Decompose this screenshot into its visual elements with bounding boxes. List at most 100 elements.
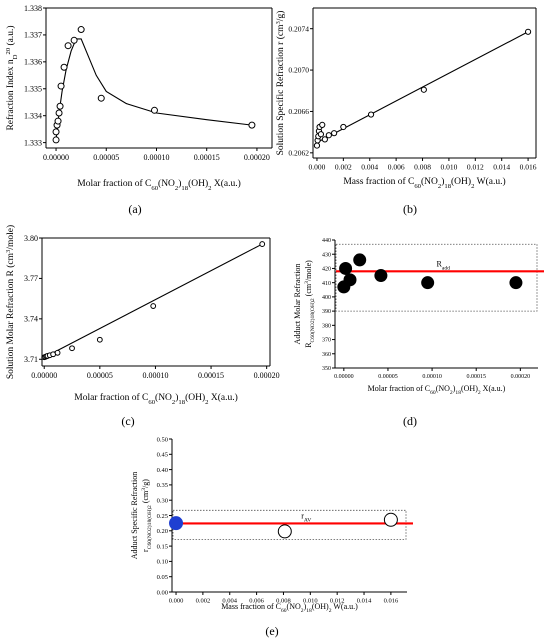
a-x-axis-label: Molar fraction of C60(NO2)18(OH)2 X(a.u.…	[77, 178, 240, 192]
e-x-tick-label: 0.008	[276, 598, 291, 605]
panel-b-label: (b)	[403, 202, 417, 216]
a-y-tick-label: 1.333	[24, 138, 42, 147]
c-y-tick-label: 3.77	[24, 274, 38, 283]
a-x-tick-label: 0.00000	[43, 153, 69, 162]
a-data-point	[64, 42, 72, 50]
e-y-tick-label: 0.15	[157, 543, 168, 550]
e-x-tick-label: 0.004	[222, 598, 237, 605]
d-y-tick-label: 420	[322, 267, 331, 273]
panel-c-label: (c)	[121, 414, 134, 428]
b-data-point	[340, 123, 347, 131]
e-y-tick-label: 0.50	[157, 436, 168, 443]
d-data-point	[339, 261, 353, 275]
a-data-point	[57, 82, 65, 90]
e-x-tick-label: 0.014	[357, 598, 372, 605]
e-x-tick-label: 0.010	[303, 598, 318, 605]
e-x-tick-label: 0.006	[249, 598, 264, 605]
a-data-point	[52, 136, 60, 144]
b-data-point	[319, 121, 326, 128]
b-y-tick-label: 0.2062	[288, 148, 309, 157]
e-x-tick-label: 0.000	[169, 598, 184, 605]
e-data-point	[169, 516, 184, 531]
b-x-tick-label: 0.004	[361, 163, 378, 172]
b-data-point	[331, 130, 338, 137]
d-x-tick-label: 0.00015	[466, 374, 486, 380]
e-y-tick-label: 0.30	[157, 497, 168, 504]
b-x-tick-label: 0.010	[440, 163, 457, 172]
b-data-point	[367, 111, 375, 118]
e-y-tick-label: 0.40	[157, 467, 168, 474]
a-trend-curve	[55, 38, 252, 140]
d-x-tick-label: 0.00005	[378, 374, 398, 380]
panel-b-chart: 0.000 0.002 0.004 0.006 0.008 0.010 0.012 0.014…	[275, 7, 537, 190]
d-y-tick-label: 370	[322, 338, 331, 344]
e-y-tick-label: 0.25	[157, 513, 168, 520]
c-fit-line	[43, 243, 263, 358]
panel-a-chart: 0.00000 0.00005 0.00010 0.00015 0.00020 1.333…	[5, 4, 273, 192]
b-x-tick-label: 0.008	[414, 163, 431, 172]
e-data-point	[383, 512, 398, 527]
d-x-tick-label: 0.00020	[511, 374, 531, 380]
b-x-tick-label: 0.000	[309, 163, 326, 172]
a-x-tick-label: 0.00010	[143, 153, 169, 162]
b-data-point	[524, 28, 532, 35]
d-data-point	[421, 276, 435, 290]
e-average-band	[172, 509, 407, 540]
a-data-point	[54, 117, 62, 125]
a-data-point	[150, 106, 158, 114]
d-data-point	[343, 273, 357, 287]
c-data-point	[69, 345, 75, 352]
e-y-tick-label: 0.45	[157, 452, 168, 459]
a-data-point	[60, 63, 68, 71]
b-data-point	[420, 86, 427, 93]
b-x-tick-label: 0.014	[493, 163, 510, 172]
b-x-tick-label: 0.016	[520, 163, 537, 172]
e-y-tick-label: 0.20	[157, 528, 168, 535]
b-data-point	[321, 136, 328, 143]
d-y-axis-label-line1: Adduct Molar Refraction	[293, 264, 302, 345]
d-y-tick-label: 440	[322, 238, 331, 244]
e-x-tick-label: 0.002	[196, 598, 211, 605]
panel-d-label: (d)	[403, 414, 417, 428]
e-data-point	[277, 524, 292, 539]
e-y-tick-label: 0.10	[157, 559, 168, 566]
b-y-tick-label: 0.2066	[288, 107, 309, 116]
panel-e-chart: 0.000 0.002 0.004 0.006 0.008 0.010 0.012 0.014…	[130, 436, 413, 614]
e-y-tick-label: 0.00	[157, 589, 168, 596]
panel-a-label: (a)	[128, 202, 141, 216]
b-data-point	[317, 131, 325, 138]
b-y-axis-label: Solution Specific Refraction r (cm3/g)	[275, 11, 287, 156]
e-x-axis-label: Mass fraction of C60(NO2)18(OH)2 W(a.u.)	[221, 602, 358, 614]
b-x-tick-label: 0.012	[467, 163, 484, 172]
d-y-tick-label: 410	[322, 281, 331, 287]
a-y-tick-label: 1.336	[24, 58, 42, 67]
b-y-tick-label: 0.2070	[288, 66, 309, 75]
e-y-axis-label-line2: rC60(NO2)18(OH)2 (cm3/g)	[141, 479, 153, 552]
d-y-axis-label-line2: RC60(NO2)18(OH)2 (cm3/mole)	[304, 260, 316, 348]
b-data-point	[325, 132, 332, 139]
e-y-tick-label: 0.05	[157, 574, 168, 581]
b-x-axis-label: Mass fraction of C60(NO2)18(OH)2 W(a.u.)	[343, 176, 505, 190]
b-y-tick-label: 0.2074	[288, 24, 309, 33]
c-y-axis-label: Solution Molar Refraction R (cm3/mole)	[5, 225, 17, 379]
e-x-tick-label: 0.012	[330, 598, 345, 605]
d-y-tick-label: 360	[322, 352, 331, 358]
panel-e-label: (e)	[265, 624, 278, 638]
c-y-tick-label: 3.74	[24, 315, 38, 324]
e-y-axis-label-line1: Adduct Specific Refraction	[130, 472, 139, 560]
c-x-axis-label: Molar fraction of C60(NO2)18(OH)2 X(a.u.…	[74, 392, 237, 406]
d-y-tick-label: 390	[322, 309, 331, 315]
a-x-tick-label: 0.00020	[244, 153, 270, 162]
a-y-tick-label: 1.334	[24, 111, 42, 120]
panel-c-chart: 0.00000 0.00005 0.00010 0.00015 0.00020 3.71 3…	[5, 225, 280, 406]
c-data-point	[150, 303, 157, 309]
d-x-axis-label: Molar fraction of C60(NO2)18(OH)2 X(a.u.…	[368, 384, 506, 396]
a-data-point	[70, 36, 78, 44]
d-y-tick-label: 430	[322, 252, 331, 258]
c-x-tick-label: 0.00005	[87, 371, 113, 380]
a-data-point	[97, 94, 105, 102]
d-data-point	[374, 269, 388, 283]
c-data-point	[96, 336, 103, 343]
e-average-label: rAV	[301, 511, 311, 523]
c-y-tick-label: 3.71	[24, 355, 38, 364]
